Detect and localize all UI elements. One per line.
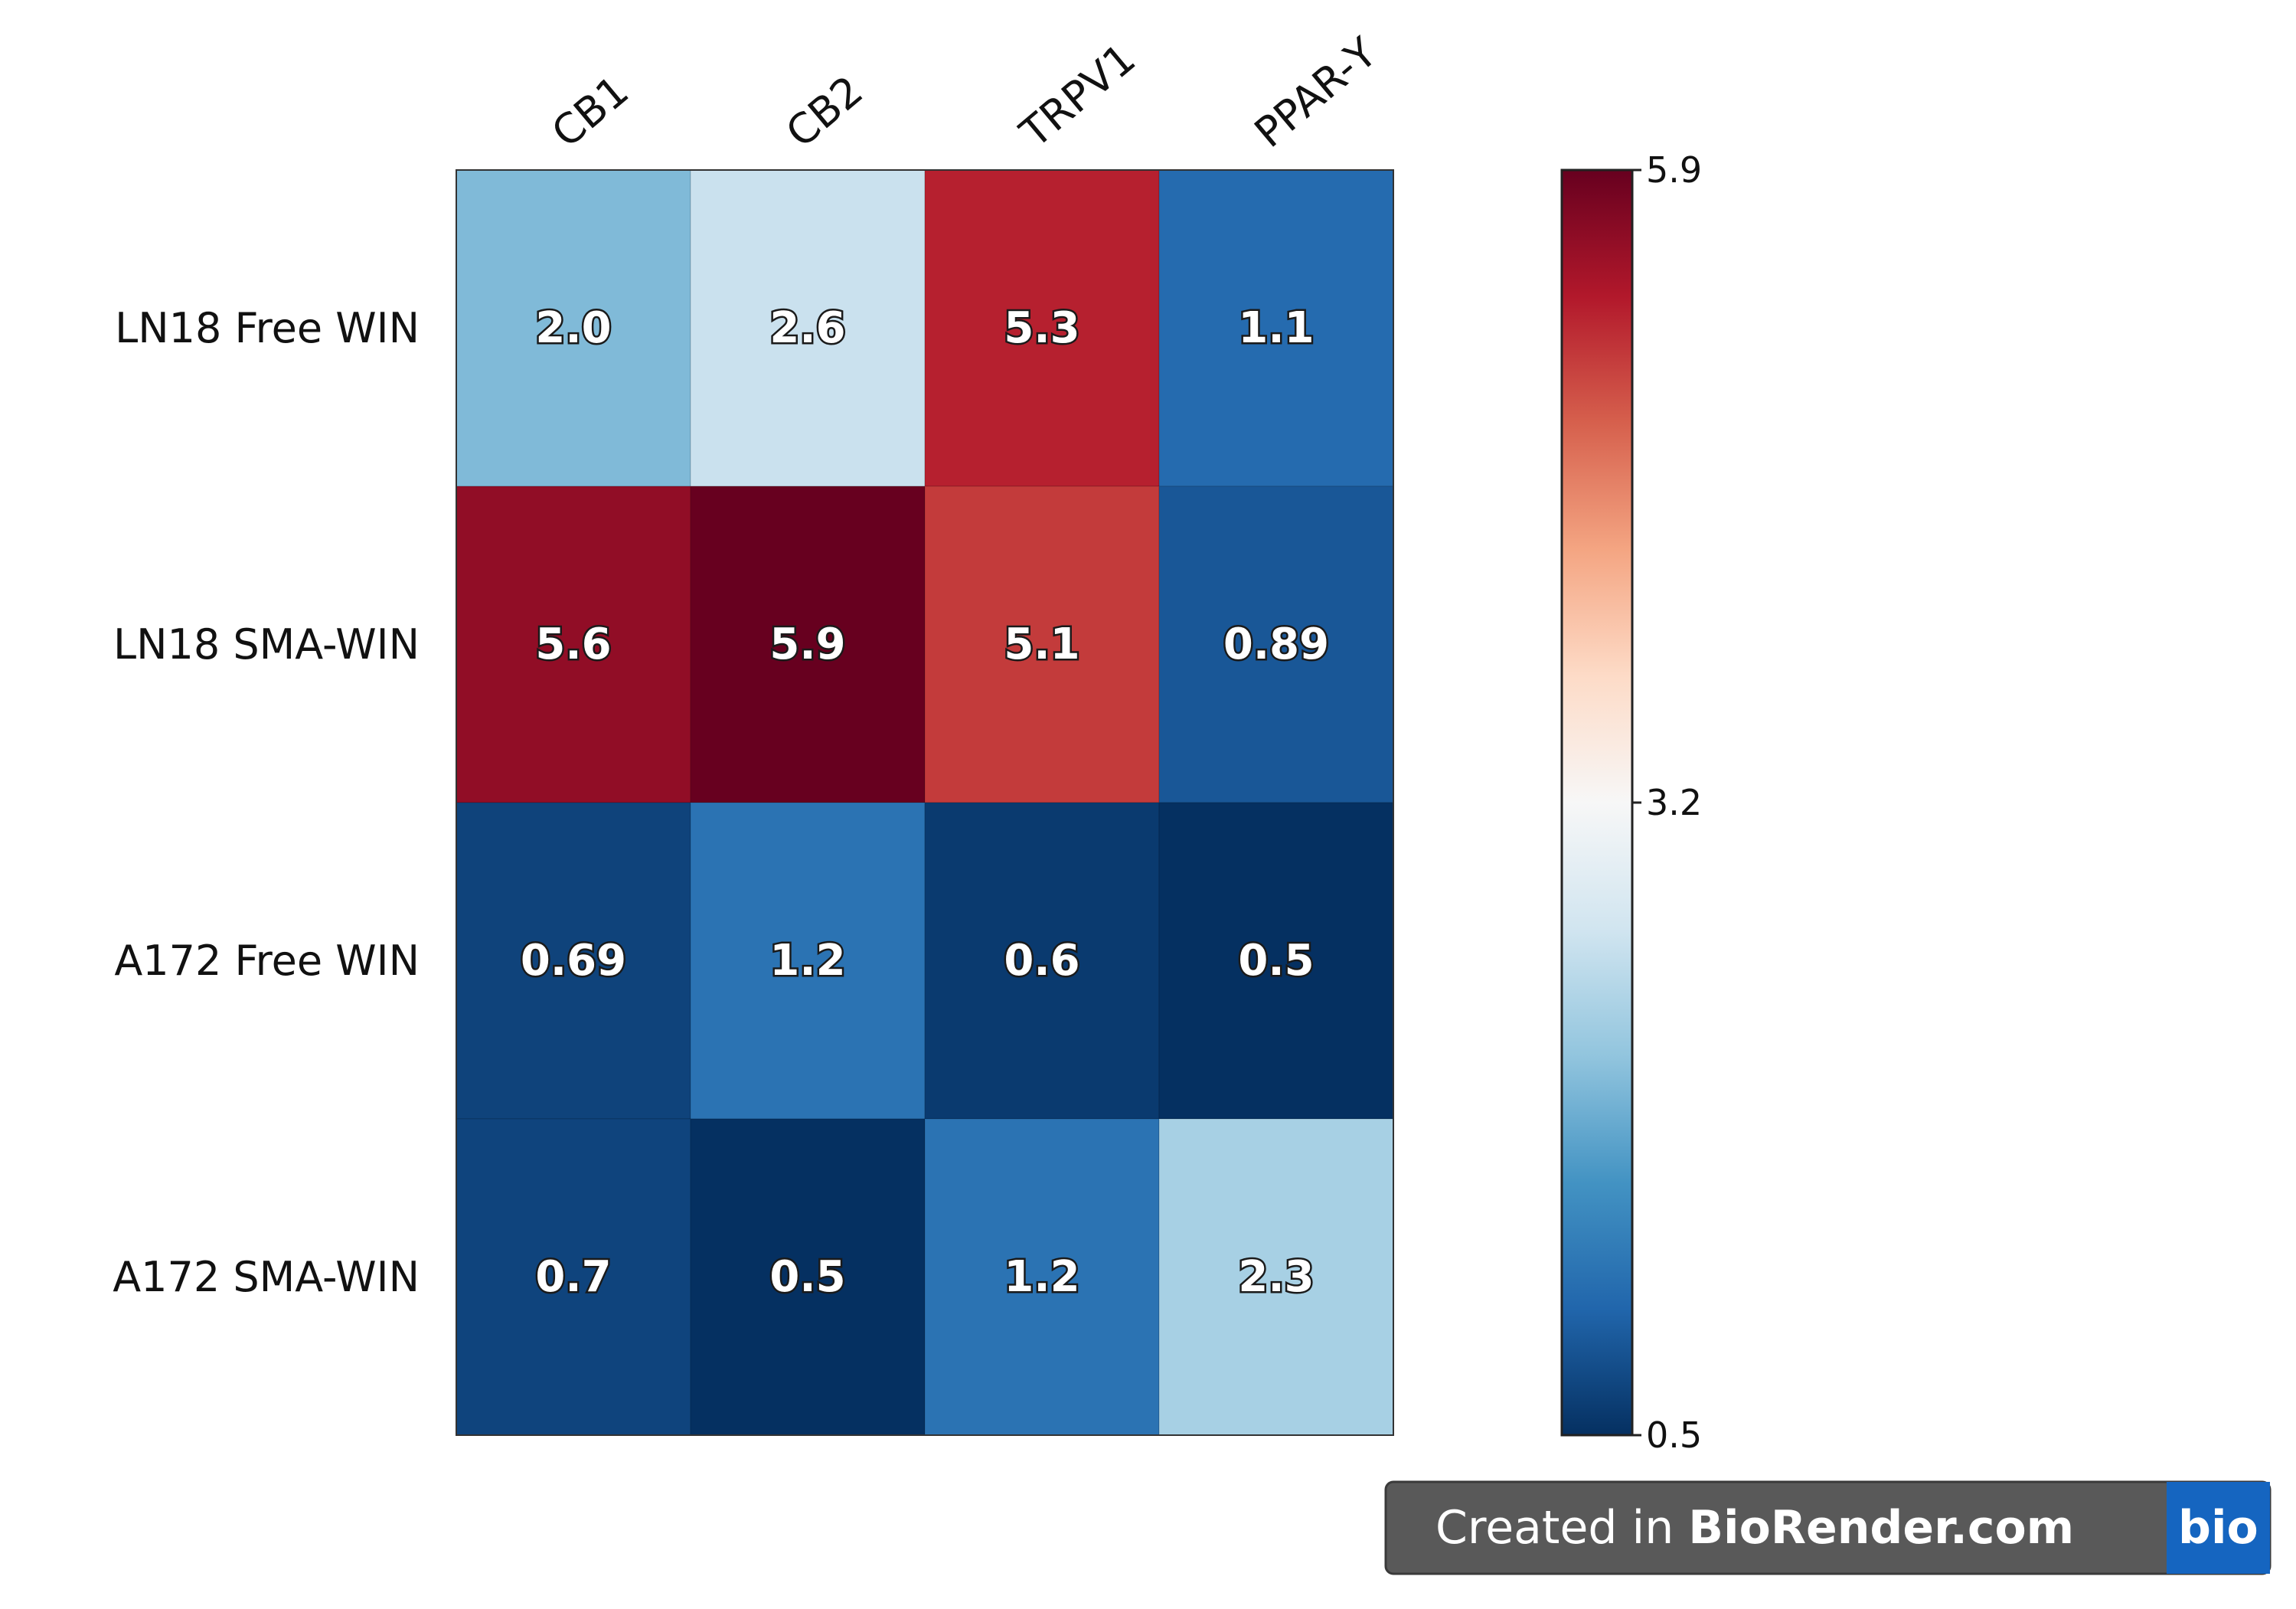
heatmap-cell-ln18-sma-win-trpv1	[924, 486, 1160, 803]
colorbar: 5.9 3.2 0.5	[1560, 149, 1702, 1456]
cell-value-label: 2.6	[769, 303, 845, 353]
heatmap-cell-a172-free-win-cb2	[690, 802, 926, 1120]
heatmap-cell-a172-sma-win-ppar	[1158, 1118, 1394, 1436]
heatmap-cell-ln18-free-win-ppar	[1158, 169, 1394, 487]
heatmap-cell-ln18-sma-win-cb1	[456, 486, 691, 803]
cell-value-label: 0.5	[769, 1252, 845, 1302]
heatmap-cell-ln18-free-win-cb2	[690, 169, 926, 487]
credit-text: Created in BioRender.com	[1435, 1501, 2074, 1555]
column-labels: CB1 CB2 TRPV1 PPAR-Υ	[543, 28, 1386, 157]
cell-value-label: 1.2	[769, 936, 845, 986]
heatmap-cell-labels: 2.0 2.6 5.3 1.1 5.6 5.9 5.1 0.89 0.69 1.2 0.6 0.5 0.…	[518, 302, 1331, 1304]
colorbar-tick-label: 3.2	[1646, 782, 1702, 823]
heatmap-cell-a172-sma-win-trpv1	[924, 1118, 1160, 1436]
column-label-cb1: CB1	[543, 67, 638, 157]
cell-value-label: 0.6	[1004, 936, 1079, 986]
column-label-cb2: CB2	[777, 67, 872, 157]
heatmap-cell-ln18-free-win-cb1	[456, 169, 691, 487]
biorender-credit-badge: Created in BioRender.com bio	[1384, 1480, 2272, 1575]
cell-value-label: 5.9	[769, 620, 845, 669]
cell-value-label: 1.1	[1238, 303, 1314, 353]
credit-logo-background	[2167, 1482, 2270, 1574]
cell-value-label: 0.5	[1238, 936, 1314, 986]
heatmap-cell-a172-free-win-ppar	[1158, 802, 1394, 1120]
row-label-ln18-sma-win: LN18 SMA-WIN	[113, 620, 420, 669]
row-label-a172-sma-win: A172 SMA-WIN	[113, 1253, 420, 1301]
row-label-a172-free-win: A172 Free WIN	[114, 937, 420, 985]
column-label-ppar: PPAR-Υ	[1246, 28, 1386, 157]
column-label-trpv1: TRPV1	[1011, 34, 1145, 158]
heatmap-cell-ln18-sma-win-ppar	[1158, 486, 1394, 803]
cell-value-label: 5.3	[1004, 303, 1079, 353]
heatmap-cells	[456, 169, 1394, 1436]
cell-value-label: 0.7	[535, 1252, 611, 1302]
cell-value-label: 1.2	[1004, 1252, 1079, 1302]
row-labels: LN18 Free WIN LN18 SMA-WIN A172 Free WIN A1…	[113, 304, 420, 1301]
cell-value-label: 2.3	[1238, 1252, 1314, 1302]
credit-brand: BioRender.com	[1688, 1501, 2074, 1555]
row-label-ln18-free-win: LN18 Free WIN	[115, 304, 420, 352]
credit-prefix: Created in	[1435, 1501, 1688, 1555]
colorbar-gradient	[1560, 168, 1634, 1437]
biorender-logo-icon: bio	[2178, 1501, 2258, 1555]
cell-value-label: 2.0	[535, 303, 611, 353]
cell-value-label: 0.89	[1223, 620, 1329, 669]
cell-value-label: 5.1	[1004, 620, 1079, 669]
heatmap-cell-ln18-sma-win-cb2	[690, 486, 926, 803]
cell-value-label: 5.6	[535, 620, 611, 669]
heatmap-border	[456, 169, 1394, 1436]
heatmap-cell-a172-sma-win-cb2	[690, 1118, 926, 1436]
heatmap-cell-a172-sma-win-cb1	[456, 1118, 691, 1436]
colorbar-tick-label: 0.5	[1646, 1414, 1702, 1456]
colorbar-tick-label: 5.9	[1646, 149, 1702, 191]
cell-value-label: 0.69	[521, 936, 626, 986]
